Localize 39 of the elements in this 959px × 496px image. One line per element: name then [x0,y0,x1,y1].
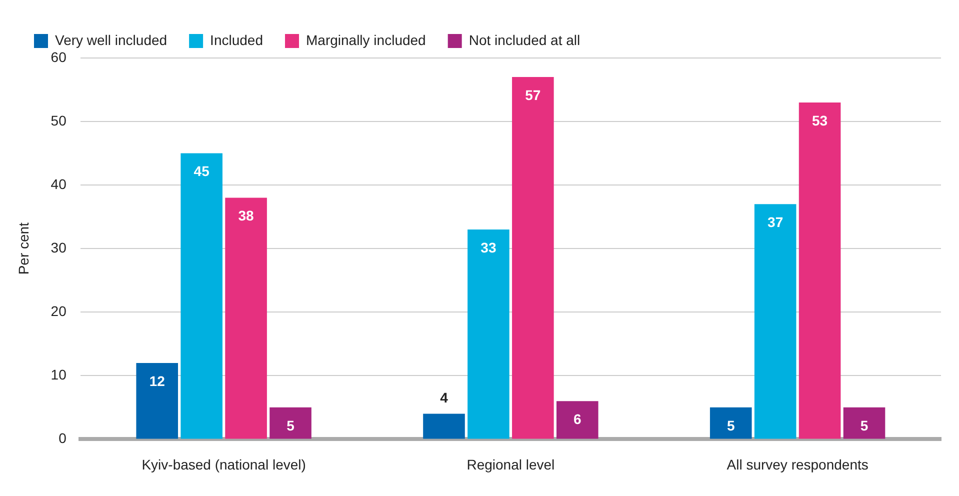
data-label: 45 [194,163,210,180]
data-label: 33 [480,239,496,256]
y-tick-label: 30 [50,239,67,256]
data-label: 6 [573,410,582,427]
legend-label: Very well included [55,32,168,48]
bar [225,198,267,439]
y-tick-label: 10 [50,366,67,383]
bar [512,77,554,439]
bar [798,102,841,439]
bar [843,407,886,439]
y-axis-title: Per cent [15,222,32,275]
data-label: 5 [726,417,735,434]
data-label: 5 [286,417,295,434]
y-tick-label: 20 [50,302,67,319]
bar [270,407,312,439]
bar [754,204,796,439]
data-label: 12 [149,372,166,389]
x-tick-label: Regional level [466,456,555,472]
y-tick-label: 0 [58,430,67,446]
bar [423,414,465,439]
bar [710,407,752,439]
bar [180,153,222,439]
x-tick-label: All survey respondents [726,456,868,472]
y-tick-label: 40 [50,176,67,192]
bar [556,401,598,439]
data-label: 37 [768,214,784,230]
y-tick-label: 50 [50,112,67,128]
data-label: 4 [440,390,448,406]
data-label: 38 [238,208,254,224]
data-label: 53 [812,112,828,128]
legend-label: Marginally included [306,32,426,48]
legend-label: Not included at all [468,32,580,48]
bar [136,362,178,439]
data-label: 57 [525,86,541,103]
y-tick-label: 60 [50,48,67,65]
bar [468,230,510,439]
data-label: 5 [860,417,868,434]
legend-label: Included [210,32,263,48]
x-tick-label: Kyiv-based (national level) [142,456,306,472]
